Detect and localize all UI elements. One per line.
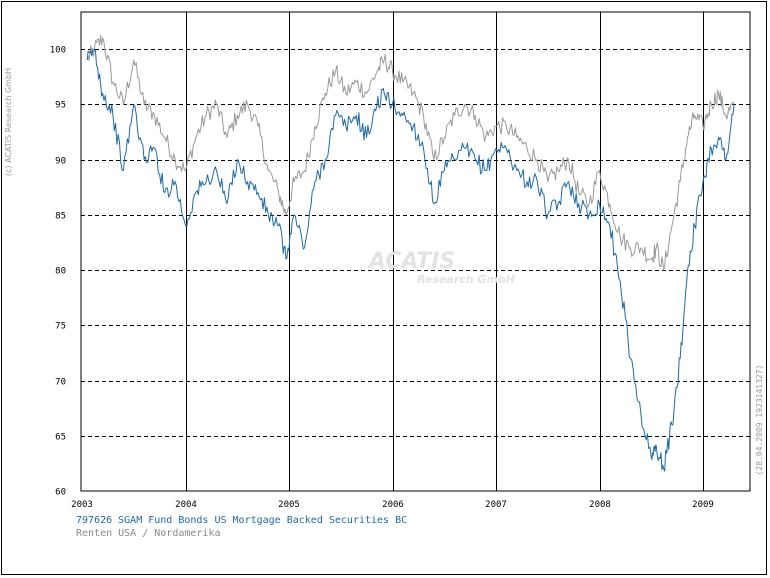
series-line-fund bbox=[86, 48, 735, 472]
x-tick-label: 2007 bbox=[485, 500, 507, 510]
y-tick-label: 85 bbox=[55, 212, 66, 222]
copyright-label: (c) ACATIS Research GmbH bbox=[4, 68, 13, 176]
timestamp-label: (28.04.2009 1923141327) bbox=[755, 365, 764, 476]
plot-border bbox=[80, 11, 751, 492]
y-tick-label: 70 bbox=[55, 378, 66, 388]
x-tick-label: 2005 bbox=[278, 500, 300, 510]
y-tick-label: 75 bbox=[55, 322, 66, 332]
y-tick-label: 95 bbox=[55, 101, 66, 111]
x-tick-label: 2003 bbox=[71, 500, 93, 510]
y-tick-label: 60 bbox=[55, 488, 66, 498]
legend-fund: 797626 SGAM Fund Bonds US Mortgage Backe… bbox=[76, 515, 408, 526]
watermark: ACATIS Research GmbH bbox=[367, 249, 515, 286]
grid bbox=[81, 12, 750, 491]
legend-benchmark: Renten USA / Nordamerika bbox=[76, 528, 221, 539]
tick-labels: 60 65 70 75 80 85 90 95 100 2003 2004 2005 2006 2007 2… bbox=[50, 46, 714, 511]
x-tick-label: 2004 bbox=[175, 500, 197, 510]
series-group bbox=[86, 35, 735, 472]
series-line-benchmark bbox=[86, 35, 735, 271]
y-tick-label: 90 bbox=[55, 157, 66, 167]
watermark-title: ACATIS bbox=[367, 249, 455, 274]
y-tick-label: 100 bbox=[50, 46, 66, 56]
x-tick-label: 2008 bbox=[589, 500, 611, 510]
y-tick-label: 65 bbox=[55, 433, 66, 443]
x-tick-label: 2009 bbox=[692, 500, 714, 510]
watermark-subtitle: Research GmbH bbox=[417, 273, 515, 286]
y-tick-label: 80 bbox=[55, 267, 66, 277]
x-tick-label: 2006 bbox=[382, 500, 404, 510]
axes bbox=[80, 11, 751, 492]
